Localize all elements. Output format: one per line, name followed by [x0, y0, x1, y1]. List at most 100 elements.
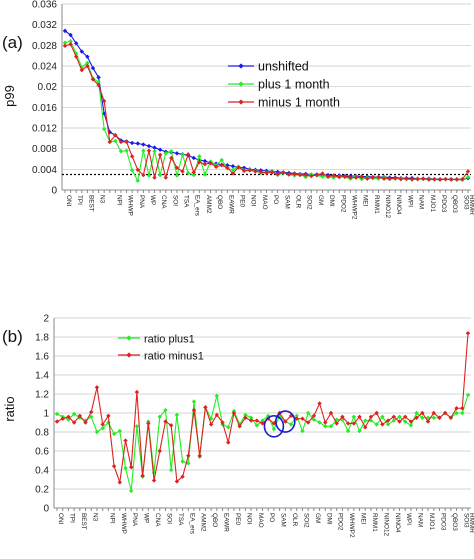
x-tick-label: PO: [272, 195, 279, 204]
data-point-minus-1-month: [465, 169, 471, 174]
data-point-unshifted: [174, 151, 180, 156]
data-point-ratio-minus1: [54, 419, 60, 424]
legend-swatch-marker: [126, 335, 132, 341]
x-tick-label: QBO3: [451, 195, 458, 213]
data-point-ratio-plus1: [157, 414, 162, 419]
x-tick-label: NPI: [115, 195, 122, 206]
data-point-ratio-plus1: [328, 424, 334, 429]
x-tick-label: EAWR: [223, 513, 230, 532]
data-point-plus-1-month: [118, 149, 124, 154]
data-point-minus-1-month: [247, 168, 252, 173]
data-point-ratio-plus1: [248, 415, 254, 420]
data-point-plus-1-month: [180, 152, 185, 158]
data-point-plus-1-month: [68, 39, 73, 44]
data-point-ratio-plus1: [363, 418, 368, 423]
data-point-minus-1-month: [68, 42, 73, 47]
x-tick-label: WHWP2: [350, 195, 357, 220]
y-tick-label: 0.012: [32, 124, 57, 135]
x-tick-label: NAM: [418, 195, 425, 209]
x-tick-label: MJO1: [428, 513, 435, 530]
data-point-ratio-minus1: [300, 416, 305, 421]
data-point-ratio-plus1: [425, 415, 431, 420]
x-tick-label: PDO3: [440, 195, 447, 213]
y-tick-label: 0.028: [32, 41, 57, 52]
data-point-ratio-plus1: [311, 417, 317, 422]
data-point-minus-1-month: [454, 176, 460, 182]
y-tick-label: 1.8: [35, 333, 49, 344]
data-point-plus-1-month: [320, 174, 325, 179]
data-point-ratio-plus1: [374, 422, 379, 427]
data-point-plus-1-month: [101, 126, 107, 132]
data-point-ratio-minus1: [254, 418, 259, 423]
x-tick-label: MJO1: [429, 195, 436, 212]
data-point-ratio-minus1: [323, 420, 328, 425]
data-point-ratio-plus1: [385, 422, 391, 427]
data-point-plus-1-month: [129, 168, 135, 173]
x-tick-label: ONI: [65, 195, 72, 207]
data-point-ratio-minus1: [414, 415, 419, 420]
data-point-minus-1-month: [62, 43, 68, 49]
data-point-minus-1-month: [197, 159, 202, 165]
data-point-minus-1-month: [141, 172, 146, 178]
x-tick-label: WPI: [405, 513, 412, 525]
x-tick-label: RMM1: [371, 513, 378, 532]
data-point-minus-1-month: [387, 176, 392, 181]
data-point-unshifted: [135, 141, 140, 146]
data-point-plus-1-month: [174, 173, 180, 178]
data-point-ratio-plus1: [123, 465, 128, 471]
x-tick-label: TPI: [68, 513, 75, 523]
data-point-ratio-plus1: [94, 429, 100, 435]
data-point-ratio-minus1: [174, 479, 180, 484]
data-point-ratio-minus1: [374, 410, 379, 416]
x-tick-label: SOI3: [462, 513, 469, 528]
x-tick-label: TSA: [183, 195, 190, 208]
data-point-ratio-minus1: [140, 473, 145, 478]
data-point-ratio-minus1: [71, 420, 77, 425]
data-point-ratio-minus1: [294, 416, 299, 421]
data-point-ratio-minus1: [191, 407, 197, 413]
x-tick-label: EA_ers: [194, 195, 201, 216]
data-point-ratio-plus1: [71, 411, 77, 417]
legend: ratio plus1 ratio minus1: [118, 334, 204, 363]
data-point-ratio-plus1: [305, 410, 311, 416]
data-point-ratio-plus1: [397, 414, 402, 419]
data-point-minus-1-month: [320, 171, 325, 176]
y-tick-label: 1: [43, 409, 49, 420]
data-point-ratio-plus1: [351, 414, 357, 419]
data-point-ratio-minus1: [448, 415, 454, 420]
data-point-minus-1-month: [460, 176, 465, 182]
data-point-ratio-plus1: [294, 413, 299, 419]
data-point-ratio-minus1: [208, 422, 214, 427]
data-point-plus-1-month: [163, 151, 168, 156]
x-tick-label: AMM2: [200, 513, 207, 532]
x-tick-label: PE0: [239, 195, 246, 208]
data-point-ratio-minus1: [317, 401, 322, 406]
data-point-minus-1-month: [264, 170, 269, 176]
legend-label: minus 1 month: [258, 96, 340, 110]
data-point-minus-1-month: [421, 176, 426, 181]
data-point-minus-1-month: [253, 169, 258, 174]
x-tick-label: GM: [314, 513, 321, 523]
data-point-plus-1-month: [141, 148, 146, 153]
data-point-minus-1-month: [370, 175, 376, 180]
data-point-unshifted: [241, 165, 247, 170]
data-point-ratio-minus1: [345, 421, 351, 426]
x-tick-label: RMMR: [468, 195, 474, 215]
x-tick-label: BEST: [80, 513, 87, 530]
x-tick-label: PDO2: [339, 195, 346, 213]
data-point-minus-1-month: [269, 170, 275, 175]
data-point-ratio-minus1: [460, 406, 465, 411]
data-point-ratio-minus1: [231, 410, 237, 416]
x-tick-label: DMI: [328, 195, 335, 207]
y-tick-label: 0.008: [32, 144, 57, 155]
data-point-minus-1-month: [365, 176, 370, 181]
data-point-ratio-minus1: [197, 453, 202, 458]
data-point-minus-1-month: [146, 148, 152, 153]
data-point-plus-1-month: [113, 138, 118, 144]
data-point-unshifted: [230, 164, 236, 169]
data-point-ratio-minus1: [340, 414, 345, 419]
data-point-minus-1-month: [113, 133, 118, 138]
data-point-ratio-plus1: [54, 411, 60, 417]
data-point-plus-1-month: [197, 154, 202, 159]
